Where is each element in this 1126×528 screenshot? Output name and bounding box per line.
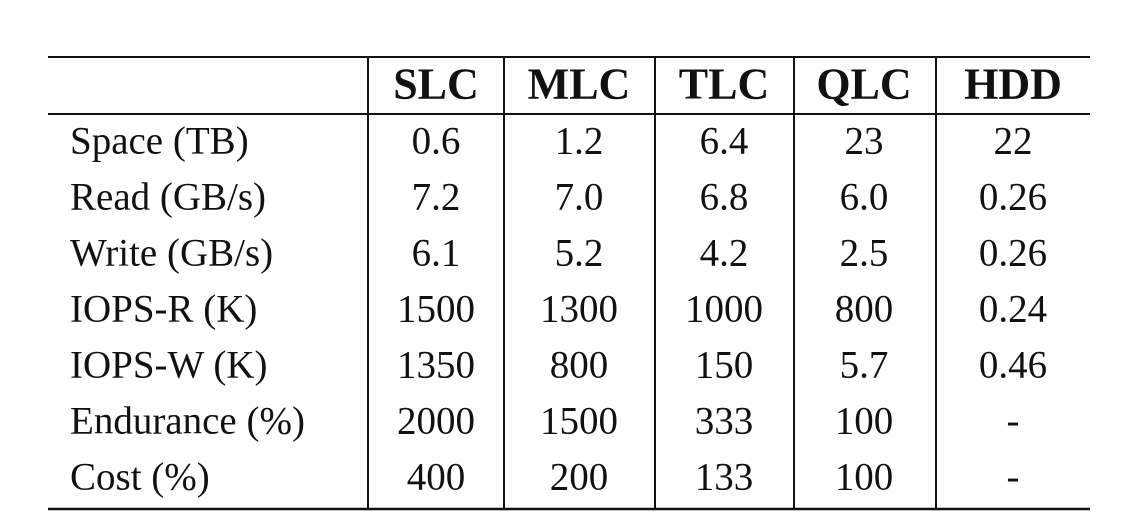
column-header: TLC <box>679 60 769 109</box>
row-label: Cost (%) <box>70 456 210 499</box>
column-header: HDD <box>964 60 1062 109</box>
cell: 1500 <box>397 288 475 331</box>
cell: 150 <box>695 344 754 387</box>
cell: 1300 <box>540 288 618 331</box>
cell: 5.2 <box>555 232 604 275</box>
cell: 100 <box>835 456 894 499</box>
cell: 100 <box>835 400 894 443</box>
cell: 7.2 <box>412 176 461 219</box>
cell: 800 <box>835 288 894 331</box>
cell: 0.26 <box>979 232 1047 275</box>
cell: 23 <box>845 120 884 163</box>
cell: 0.24 <box>979 288 1047 331</box>
cell: 6.8 <box>700 176 749 219</box>
cell: 1350 <box>397 344 475 387</box>
column-header: QLC <box>816 60 911 109</box>
cell: 0.26 <box>979 176 1047 219</box>
cell: 1.2 <box>555 120 604 163</box>
cell: - <box>1007 456 1020 499</box>
row-label: Space (TB) <box>70 120 249 163</box>
cell: 200 <box>550 456 609 499</box>
cell: 133 <box>695 456 754 499</box>
cell: 7.0 <box>555 176 604 219</box>
cell: 800 <box>550 344 609 387</box>
cell: 4.2 <box>700 232 749 275</box>
cell: 400 <box>407 456 466 499</box>
row-label: Read (GB/s) <box>70 176 266 219</box>
column-header: SLC <box>393 60 479 109</box>
row-label: Write (GB/s) <box>70 232 273 275</box>
cell: 1500 <box>540 400 618 443</box>
cell: 333 <box>695 400 754 443</box>
row-label: Endurance (%) <box>70 400 305 443</box>
cell: 1000 <box>685 288 763 331</box>
cell: 5.7 <box>840 344 889 387</box>
cell: 22 <box>994 120 1033 163</box>
cell: 2000 <box>397 400 475 443</box>
cell: 6.0 <box>840 176 889 219</box>
cell: 2.5 <box>840 232 889 275</box>
cell: 0.46 <box>979 344 1047 387</box>
cell: 0.6 <box>412 120 461 163</box>
cell: - <box>1007 400 1020 443</box>
row-label: IOPS-W (K) <box>70 344 268 387</box>
column-header: MLC <box>528 60 631 109</box>
row-label: IOPS-R (K) <box>70 288 257 331</box>
cell: 6.1 <box>412 232 461 275</box>
cell: 6.4 <box>700 120 749 163</box>
